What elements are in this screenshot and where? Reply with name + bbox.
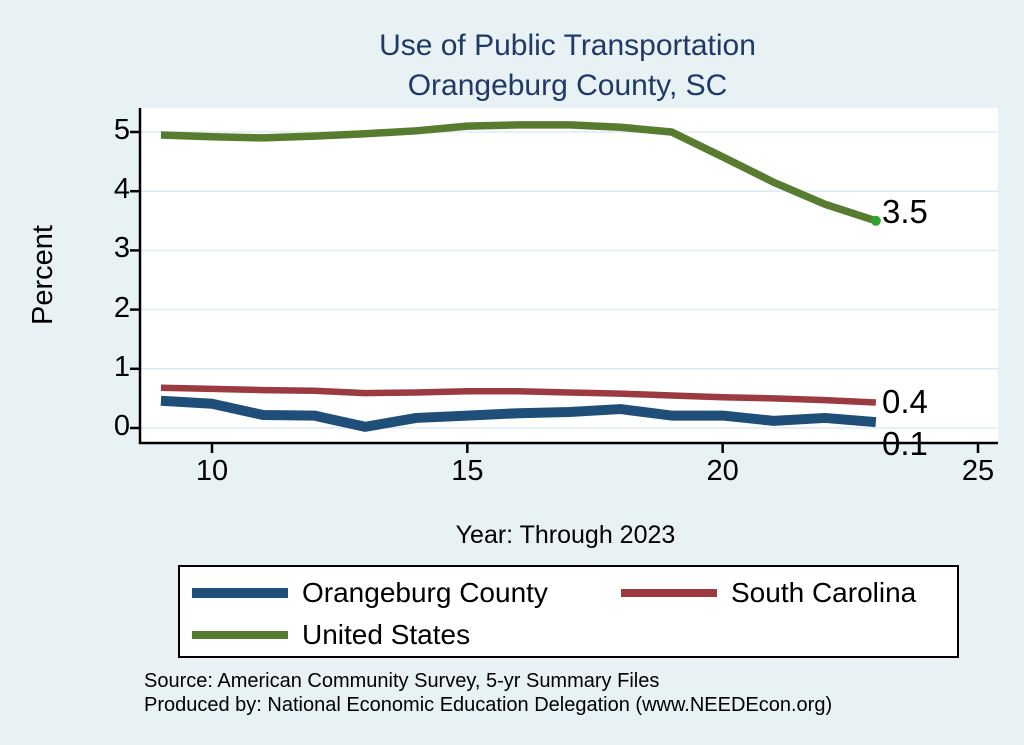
- end-label-south-carolina: 0.4: [882, 382, 928, 420]
- x-axis-tick-label-20: 20: [706, 455, 739, 487]
- x-axis-tick-label-15: 15: [451, 455, 484, 487]
- y-axis-tick-label-2: 2: [113, 291, 130, 324]
- series-line-south-carolina: [160, 384, 877, 406]
- produced-by-note: Produced by: National Economic Education…: [144, 694, 833, 716]
- end-label-orangeburg-county: 0.1: [882, 425, 928, 463]
- y-axis-tick-label-4: 4: [113, 173, 130, 206]
- legend-swatch-south-carolina: [621, 589, 717, 597]
- y-axis-tick-label-3: 3: [113, 232, 130, 265]
- x-axis-tick-label-10: 10: [195, 455, 229, 487]
- legend-swatch-orangeburg-county: [192, 588, 288, 598]
- footnotes: Source: American Community Survey, 5-yr …: [144, 669, 832, 717]
- source-note: Source: American Community Survey, 5-yr …: [144, 670, 660, 692]
- x-axis-tick-label-25: 25: [961, 455, 995, 487]
- x-axis-caption: Year: Through 2023: [455, 521, 676, 549]
- legend-item-south-carolina: South Carolina: [621, 577, 916, 609]
- chart-title-line1: Use of Public Transportation: [379, 29, 756, 62]
- legend-label-united-states: United States: [302, 619, 471, 650]
- legend-swatch-united-states: [192, 631, 288, 639]
- legend-item-united-states: United States: [192, 619, 470, 651]
- series-line-orangeburg-county: [160, 395, 877, 432]
- legend-item-orangeburg-county: Orangeburg County: [192, 577, 548, 609]
- chart-title: Use of Public Transportation Orangeburg …: [115, 26, 1020, 106]
- legend-label-south-carolina: South Carolina: [731, 577, 917, 608]
- end-label-united-states: 3.5: [882, 192, 928, 230]
- y-axis-tick-label-1: 1: [113, 350, 130, 383]
- series-end-marker-united-states: [870, 215, 881, 226]
- legend: Orangeburg County South Carolina United …: [178, 565, 959, 658]
- legend-label-orangeburg-county: Orangeburg County: [302, 577, 548, 608]
- y-axis-tick-label-0: 0: [113, 410, 130, 442]
- chart-title-line2: Orangeburg County, SC: [407, 69, 728, 102]
- series-line-united-states: [160, 121, 878, 225]
- y-axis-tick-label-5: 5: [113, 114, 130, 146]
